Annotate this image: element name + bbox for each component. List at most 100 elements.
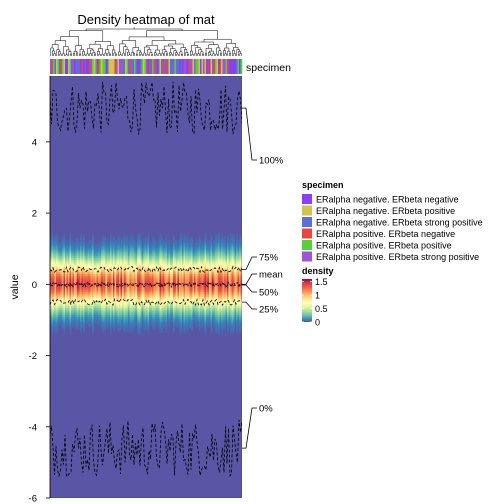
heatmap-cell [177, 278, 180, 282]
heatmap-cell [182, 284, 184, 287]
heatmap-cell [50, 280, 52, 283]
heatmap-cell [65, 254, 67, 257]
heatmap-cell [68, 284, 70, 287]
heatmap-cell [171, 266, 174, 269]
heatmap-cell [165, 287, 168, 291]
heatmap-cell [138, 266, 141, 269]
heatmap-cell [86, 309, 88, 312]
heatmap-cell [185, 238, 187, 241]
heatmap-cell [159, 298, 162, 301]
heatmap-cell [104, 289, 106, 292]
heatmap-cell [180, 295, 183, 298]
heatmap-cell [162, 325, 165, 328]
heatmap-cell [134, 312, 136, 315]
heatmap-cell [158, 291, 160, 294]
heatmap-cell [53, 259, 55, 262]
heatmap-cell [152, 295, 154, 298]
heatmap-cell [105, 293, 108, 296]
heatmap-cell [95, 259, 97, 262]
heatmap-cell [144, 264, 147, 267]
annotation-cell [236, 59, 238, 74]
heatmap-cell [78, 277, 81, 280]
heatmap-cell [122, 302, 124, 305]
heatmap-cell [89, 255, 91, 259]
heatmap-cell [162, 277, 165, 280]
heatmap-cell [183, 293, 186, 296]
heatmap-cell [161, 273, 163, 276]
heatmap-cell [165, 248, 168, 251]
heatmap-cell [74, 287, 76, 291]
heatmap-cell [185, 273, 187, 276]
heatmap-cell [113, 325, 115, 328]
heatmap-cell [141, 289, 144, 292]
heatmap-cell [179, 259, 181, 262]
heatmap-cell [111, 323, 114, 326]
heatmap-cell [182, 277, 184, 280]
heatmap-cell [99, 293, 102, 296]
heatmap-cell [183, 291, 186, 294]
heatmap-cell [122, 255, 124, 259]
heatmap-cell [50, 270, 52, 273]
heatmap-cell [147, 252, 150, 255]
heatmap-cell [126, 255, 129, 259]
heatmap-cell [165, 325, 168, 328]
heatmap-cell [114, 303, 117, 307]
heatmap-cell [174, 246, 177, 250]
heatmap-cell [77, 246, 79, 250]
heatmap-cell [119, 316, 121, 319]
heatmap-cell [183, 327, 186, 330]
heatmap-cell [147, 312, 150, 315]
heatmap-cell [53, 252, 55, 255]
heatmap-cell [59, 291, 61, 294]
heatmap-cell [165, 273, 168, 276]
heatmap-column [149, 241, 151, 326]
heatmap-cell [83, 325, 85, 328]
heatmap-cell [159, 307, 162, 310]
heatmap-cell [87, 270, 90, 273]
heatmap-cell [65, 278, 67, 282]
heatmap-cell [90, 305, 93, 308]
heatmap-cell [174, 271, 177, 275]
heatmap-cell [185, 280, 187, 283]
heatmap-cell [66, 239, 69, 242]
heatmap-cell [152, 245, 154, 248]
heatmap-cell [147, 305, 150, 308]
heatmap-cell [84, 303, 87, 307]
heatmap-cell [80, 330, 82, 333]
heatmap-cell [92, 275, 94, 278]
heatmap-cell [137, 280, 139, 283]
heatmap-cell [104, 295, 106, 298]
heatmap-cell [155, 255, 157, 259]
heatmap-cell [122, 238, 124, 241]
heatmap-cell [110, 250, 112, 253]
heatmap-cell [183, 259, 186, 262]
heatmap-cell [117, 250, 120, 253]
heatmap-cell [153, 254, 156, 257]
heatmap-cell [69, 296, 72, 299]
heatmap-cell [126, 318, 129, 321]
heatmap-cell [158, 293, 160, 296]
heatmap-cell [153, 296, 156, 299]
heatmap-cell [57, 314, 60, 317]
heatmap-cell [182, 314, 184, 317]
heatmap-cell [170, 268, 172, 271]
heatmap-cell [113, 309, 115, 312]
heatmap-cell [135, 278, 138, 282]
heatmap-cell [68, 287, 70, 291]
heatmap-cell [146, 259, 148, 262]
heatmap-cell [147, 241, 150, 244]
heatmap-cell [143, 270, 145, 273]
heatmap-column [173, 234, 175, 333]
heatmap-cell [50, 286, 52, 289]
heatmap-cell [56, 302, 58, 305]
heatmap-cell [69, 316, 72, 319]
heatmap-cell [101, 314, 103, 317]
heatmap-cell [150, 316, 153, 319]
heatmap-cell [102, 259, 105, 262]
heatmap-cell [174, 278, 177, 282]
heatmap-cell [123, 312, 126, 315]
heatmap-cell [53, 298, 55, 301]
heatmap-cell [144, 287, 147, 291]
heatmap-cell [155, 277, 157, 280]
heatmap-cell [56, 312, 58, 315]
